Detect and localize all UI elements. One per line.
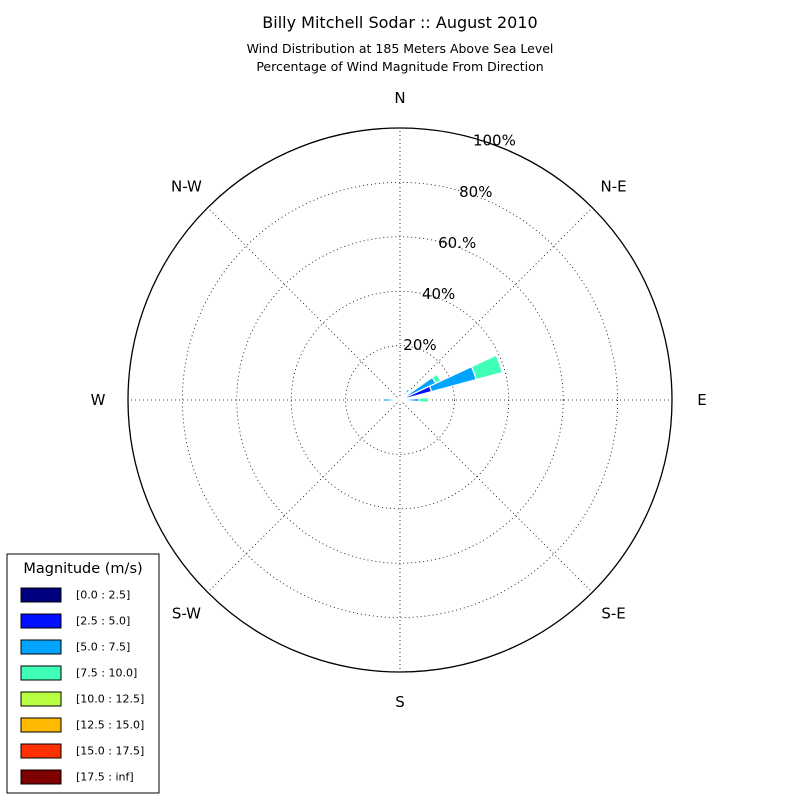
legend-label: [12.5 : 15.0] (76, 719, 144, 732)
wind-sector-segment (428, 397, 429, 402)
legend-swatch (21, 666, 61, 680)
legend-label: [17.5 : inf] (76, 771, 134, 784)
wind-sectors (384, 355, 503, 402)
legend-label: [7.5 : 10.0] (76, 667, 137, 680)
direction-label: N-E (600, 177, 626, 195)
legend-label: [2.5 : 5.0] (76, 615, 130, 628)
direction-label: S (395, 693, 405, 711)
radial-gridline (208, 208, 400, 400)
wind-sector-segment (419, 398, 429, 403)
radial-gridline (208, 400, 400, 592)
radial-tick-label: 40% (422, 285, 455, 303)
legend-swatch (21, 770, 61, 784)
radial-tick-label: 60.% (438, 234, 476, 252)
legend-swatch (21, 640, 61, 654)
wind-sector-segment (405, 389, 409, 393)
legend: Magnitude (m/s) [0.0 : 2.5] [2.5 : 5.0] [5… (7, 554, 159, 793)
wind-sector-segment (395, 400, 400, 401)
wind-sector-segment (384, 399, 395, 402)
wind-sector-segment (471, 355, 502, 379)
legend-label: [15.0 : 17.5] (76, 745, 144, 758)
direction-label: E (697, 391, 706, 409)
direction-label: S-W (172, 605, 201, 623)
legend-swatch (21, 718, 61, 732)
chart-subtitle-line2: Percentage of Wind Magnitude From Direct… (256, 59, 543, 74)
chart-title: Billy Mitchell Sodar :: August 2010 (262, 13, 537, 32)
legend-label: [0.0 : 2.5] (76, 589, 130, 602)
radial-tick-label: 80% (459, 183, 492, 201)
direction-label: N-W (171, 177, 202, 195)
legend-label: [5.0 : 7.5] (76, 641, 130, 654)
wind-sector-segment (407, 401, 410, 403)
legend-title: Magnitude (m/s) (23, 561, 142, 577)
legend-swatch (21, 744, 61, 758)
radial-tick-label: 100% (473, 132, 516, 150)
direction-label: S-E (601, 605, 625, 623)
legend-swatch (21, 588, 61, 602)
legend-swatch (21, 692, 61, 706)
chart-subtitle-line1: Wind Distribution at 185 Meters Above Se… (247, 41, 554, 56)
legend-label: [10.0 : 12.5] (76, 693, 144, 706)
direction-label: N (394, 89, 405, 107)
radial-gridline (400, 400, 592, 592)
direction-label: W (91, 391, 106, 409)
legend-swatch (21, 614, 61, 628)
radial-tick-label: 20% (403, 336, 436, 354)
